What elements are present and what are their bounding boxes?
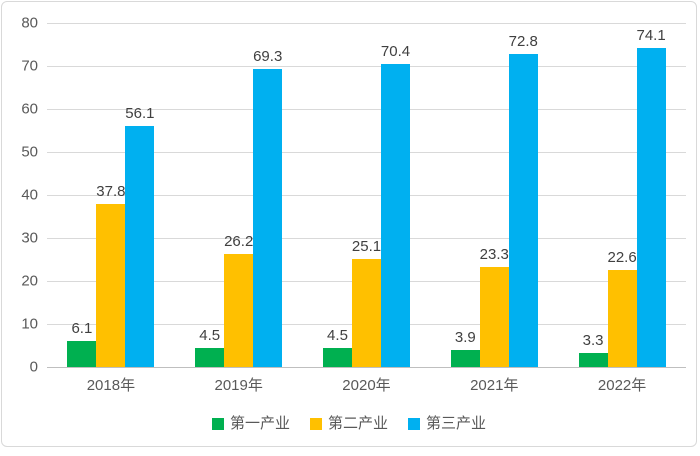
legend-item: 第三产业	[408, 416, 486, 431]
bar-value-label: 4.5	[199, 326, 221, 344]
x-axis-label: 2022年	[597, 377, 647, 394]
legend-label: 第二产业	[327, 415, 388, 432]
bar: 3.9	[450, 330, 480, 367]
gridline	[47, 238, 686, 239]
bar-value-label: 70.4	[380, 43, 411, 61]
bar-value-label: 74.1	[636, 27, 666, 45]
y-axis-label: 40	[21, 186, 38, 204]
y-axis-label: 10	[21, 315, 38, 333]
legend-item: 第二产业	[309, 415, 388, 432]
bar: 6.1	[67, 321, 97, 367]
bar-value-label: 4.5	[327, 326, 348, 344]
bar: 74.1	[636, 28, 666, 367]
bar-value-label: 37.8	[96, 183, 126, 201]
gridline	[47, 195, 686, 196]
legend-swatch-icon	[309, 417, 322, 430]
chart-frame: 0 10 20 30 40 50 60 70 80 6.1 37.8 56.1 4.5 26.2 69.3…	[1, 1, 697, 447]
y-axis: 0 10 20 30 40 50 60 70 80	[2, 16, 38, 375]
y-axis-label: 80	[21, 14, 38, 32]
bar-value-label: 3.9	[454, 329, 476, 347]
legend-swatch-icon	[211, 417, 224, 430]
bar: 37.8	[96, 184, 125, 367]
bar: 22.6	[607, 250, 637, 367]
y-axis-label: 30	[21, 229, 38, 247]
bar-group: 4.5 25.1 70.4	[303, 23, 431, 367]
gridline	[47, 66, 686, 67]
bar-value-label: 23.3	[479, 245, 509, 263]
bar-value-label: 69.3	[253, 48, 283, 66]
bar: 70.4	[381, 44, 410, 367]
y-axis-label: 60	[21, 100, 38, 118]
bar-value-label: 3.3	[582, 331, 604, 349]
x-axis: 2018年 2019年 2020年 2021年 2022年	[47, 377, 686, 395]
gridline	[47, 23, 686, 24]
x-axis-label: 2020年	[342, 377, 391, 394]
bar-group: 6.1 37.8 56.1	[47, 23, 175, 367]
bar-value-label: 22.6	[607, 248, 637, 266]
bar: 69.3	[253, 49, 282, 367]
bar-value-label: 26.2	[224, 233, 254, 251]
bar: 4.5	[322, 328, 352, 367]
bar-groups: 6.1 37.8 56.1 4.5 26.2 69.3 4.5 25.1 70.4 3.9 23.3…	[47, 23, 686, 367]
bar: 4.5	[195, 328, 225, 367]
bar: 26.2	[224, 234, 253, 367]
y-axis-label: 70	[21, 57, 38, 75]
bar: 3.3	[578, 333, 608, 367]
gridline	[47, 109, 686, 110]
x-axis-label: 2018年	[86, 377, 136, 394]
bar: 23.3	[480, 247, 509, 367]
y-axis-label: 0	[29, 358, 38, 376]
legend-label: 第一产业	[229, 415, 290, 432]
bar-value-label: 6.1	[71, 319, 93, 337]
legend: 第一产业 第二产业 第三产业	[2, 416, 696, 431]
x-axis-label: 2021年	[470, 377, 519, 394]
bar-value-label: 56.1	[125, 104, 155, 122]
y-axis-label: 20	[21, 272, 38, 290]
gridline	[47, 152, 686, 153]
legend-label: 第三产业	[426, 415, 487, 432]
bar-value-label: 72.8	[508, 32, 538, 50]
y-axis-label: 50	[21, 143, 38, 161]
x-axis-label: 2019年	[214, 377, 263, 394]
x-axis-line	[47, 367, 686, 368]
bar-value-label: 25.1	[351, 238, 382, 256]
bar: 56.1	[125, 106, 154, 367]
bar: 25.1	[352, 239, 381, 367]
legend-item: 第一产业	[211, 415, 290, 432]
bar-group: 3.3 22.6 74.1	[558, 23, 686, 367]
bar-group: 3.9 23.3 72.8	[430, 23, 558, 367]
bar-group: 4.5 26.2 69.3	[175, 23, 303, 367]
legend-swatch-icon	[408, 417, 420, 430]
bar: 72.8	[509, 34, 538, 367]
